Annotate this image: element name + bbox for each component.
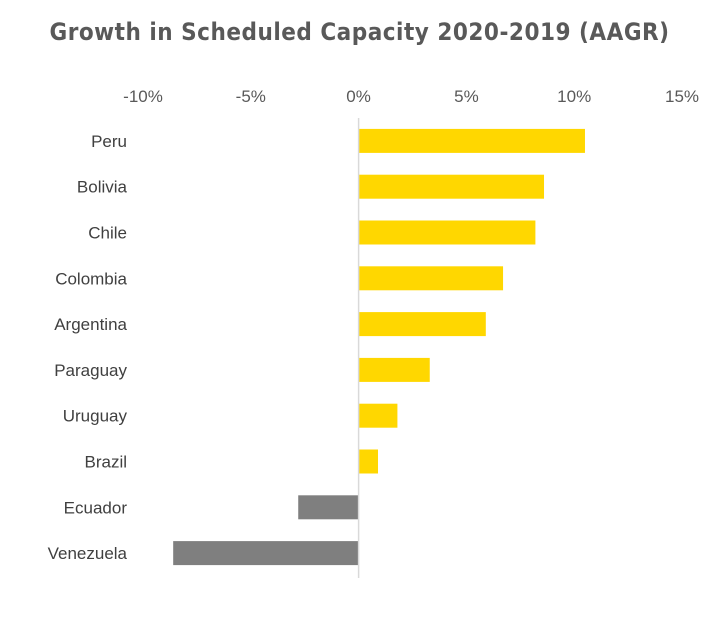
bar-venezuela: [173, 541, 359, 566]
x-tick-label: -10%: [123, 87, 163, 106]
x-tick-label: -5%: [236, 87, 266, 106]
category-label: Chile: [88, 224, 127, 243]
x-tick-label: 0%: [346, 87, 371, 106]
category-label: Paraguay: [54, 361, 127, 380]
x-tick-label: 10%: [557, 87, 591, 106]
bar-bolivia: [358, 174, 545, 199]
category-label: Colombia: [55, 269, 127, 288]
bar-brazil: [358, 449, 379, 474]
x-tick-label: 15%: [665, 87, 699, 106]
bar-colombia: [358, 266, 504, 291]
bar-peru: [358, 128, 585, 153]
bar-paraguay: [358, 357, 430, 382]
bar-uruguay: [358, 403, 398, 428]
bar-argentina: [358, 312, 486, 337]
category-label: Bolivia: [77, 178, 128, 197]
category-label: Ecuador: [64, 498, 128, 517]
bar-chile: [358, 220, 536, 245]
chart-title: Growth in Scheduled Capacity 2020-2019 (…: [49, 18, 670, 46]
category-label: Brazil: [84, 453, 127, 472]
category-label: Argentina: [54, 315, 127, 334]
category-label: Uruguay: [63, 407, 128, 426]
category-label: Peru: [91, 132, 127, 151]
x-tick-label: 5%: [454, 87, 479, 106]
bar-ecuador: [298, 495, 359, 520]
category-label: Venezuela: [48, 544, 128, 563]
